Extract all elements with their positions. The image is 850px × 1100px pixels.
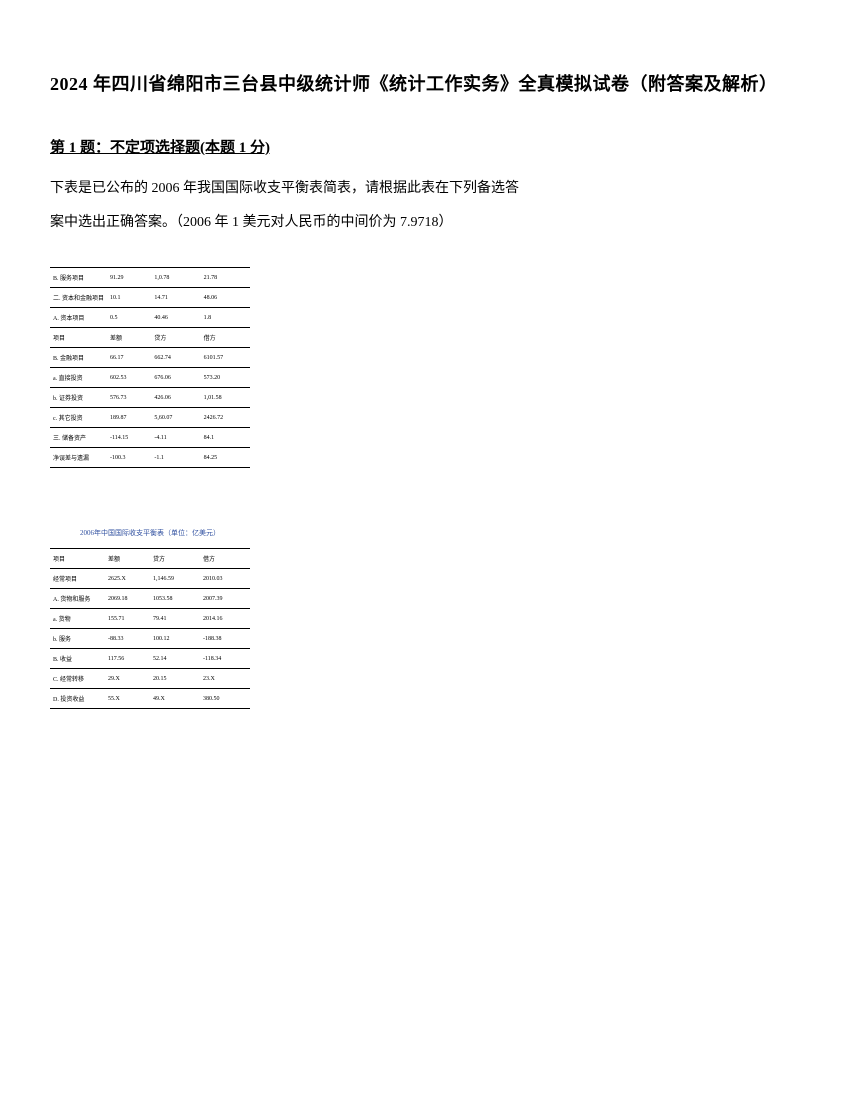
table-cell: 662.74	[151, 348, 200, 368]
table2-caption: 2006年中国国际收支平衡表（单位：亿美元）	[80, 528, 800, 538]
table-row: 二. 资本和金融项目10.114.7148.06	[50, 288, 250, 308]
table-cell: 2069.18	[105, 589, 150, 609]
table-cell: 573.20	[201, 368, 250, 388]
table-cell: 380.50	[200, 689, 250, 709]
table-cell: -4.11	[151, 428, 200, 448]
table-cell: -88.33	[105, 629, 150, 649]
table-row: B. 金融项目66.17662.746101.57	[50, 348, 250, 368]
table-row: 项目差额贷方借方	[50, 549, 250, 569]
table-cell: 借方	[201, 328, 250, 348]
table-cell: 差额	[105, 549, 150, 569]
table-cell: 差额	[107, 328, 151, 348]
table-cell: B. 收益	[50, 649, 105, 669]
table-row: 三. 储备资产-114.15-4.1184.1	[50, 428, 250, 448]
table-cell: a. 货物	[50, 609, 105, 629]
table-cell: -118.34	[200, 649, 250, 669]
table-cell: 10.1	[107, 288, 151, 308]
table-cell: 2007.39	[200, 589, 250, 609]
table-cell: 1.8	[201, 308, 250, 328]
table-row: B. 服务项目91.291,0.7821.78	[50, 268, 250, 288]
table-row: b. 服务-88.33100.12-188.38	[50, 629, 250, 649]
table-cell: 66.17	[107, 348, 151, 368]
table-cell: 项目	[50, 328, 107, 348]
table-cell: 经常项目	[50, 569, 105, 589]
table-cell: 117.56	[105, 649, 150, 669]
table-cell: 91.29	[107, 268, 151, 288]
table-cell: 14.71	[151, 288, 200, 308]
table-cell: 189.87	[107, 408, 151, 428]
table-cell: 576.73	[107, 388, 151, 408]
table-cell: -1.1	[151, 448, 200, 468]
table-cell: 2426.72	[201, 408, 250, 428]
table-cell: 20.15	[150, 669, 200, 689]
balance-table-1: B. 服务项目91.291,0.7821.78二. 资本和金融项目10.114.…	[50, 267, 250, 468]
table-cell: -114.15	[107, 428, 151, 448]
table-cell: 贷方	[150, 549, 200, 569]
table-cell: 40.46	[151, 308, 200, 328]
table-cell: -188.38	[200, 629, 250, 649]
table-cell: B. 金融项目	[50, 348, 107, 368]
table-row: D. 投资收益55.X49.X380.50	[50, 689, 250, 709]
table-cell: 2014.16	[200, 609, 250, 629]
table-row: 净误差与遗漏-100.3-1.184.25	[50, 448, 250, 468]
table-cell: 5,60.07	[151, 408, 200, 428]
table-cell: 52.14	[150, 649, 200, 669]
table-cell: D. 投资收益	[50, 689, 105, 709]
table-cell: -100.3	[107, 448, 151, 468]
table-cell: 84.1	[201, 428, 250, 448]
table-cell: 2625.X	[105, 569, 150, 589]
table-row: C. 经常转移29.X20.1523.X	[50, 669, 250, 689]
table-cell: 55.X	[105, 689, 150, 709]
table-cell: 84.25	[201, 448, 250, 468]
table-cell: A. 资本项目	[50, 308, 107, 328]
table-cell: 1053.58	[150, 589, 200, 609]
table-row: a. 直接投资602.53676.06573.20	[50, 368, 250, 388]
table-cell: 676.06	[151, 368, 200, 388]
table-cell: 155.71	[105, 609, 150, 629]
table-cell: 项目	[50, 549, 105, 569]
table-row: a. 货物155.7179.412014.16	[50, 609, 250, 629]
table-cell: 6101.57	[201, 348, 250, 368]
table-cell: 426.06	[151, 388, 200, 408]
table-cell: 二. 资本和金融项目	[50, 288, 107, 308]
table-cell: 79.41	[150, 609, 200, 629]
table-cell: 0.5	[107, 308, 151, 328]
table-cell: C. 经常转移	[50, 669, 105, 689]
table-cell: 贷方	[151, 328, 200, 348]
table-row: A. 货物和服务2069.181053.582007.39	[50, 589, 250, 609]
table-cell: c. 其它投资	[50, 408, 107, 428]
table-cell: 1,146.59	[150, 569, 200, 589]
table-cell: 602.53	[107, 368, 151, 388]
table-row: b. 证券投资576.73426.061,01.58	[50, 388, 250, 408]
table-cell: A. 货物和服务	[50, 589, 105, 609]
question-line-1: 下表是已公布的 2006 年我国国际收支平衡表简表，请根据此表在下列备选答	[50, 175, 800, 203]
question-line-2: 案中选出正确答案。（2006 年 1 美元对人民币的中间价为 7.9718）	[50, 209, 800, 237]
table-cell: B. 服务项目	[50, 268, 107, 288]
table-row: 项目差额贷方借方	[50, 328, 250, 348]
table-cell: 21.78	[201, 268, 250, 288]
table-cell: 23.X	[200, 669, 250, 689]
table-cell: 100.12	[150, 629, 200, 649]
balance-table-2: 项目差额贷方借方经常项目2625.X1,146.592010.03A. 货物和服…	[50, 548, 250, 709]
table-cell: 1,0.78	[151, 268, 200, 288]
table-cell: 29.X	[105, 669, 150, 689]
table-cell: 借方	[200, 549, 250, 569]
table-row: c. 其它投资189.875,60.072426.72	[50, 408, 250, 428]
table-row: A. 资本项目0.540.461.8	[50, 308, 250, 328]
table-cell: 1,01.58	[201, 388, 250, 408]
page-title: 2024 年四川省绵阳市三台县中级统计师《统计工作实务》全真模拟试卷（附答案及解…	[50, 70, 800, 96]
table-cell: b. 证券投资	[50, 388, 107, 408]
table-cell: 三. 储备资产	[50, 428, 107, 448]
question-header: 第 1 题：不定项选择题(本题 1 分)	[50, 136, 800, 157]
table-cell: b. 服务	[50, 629, 105, 649]
table-cell: 49.X	[150, 689, 200, 709]
table-row: B. 收益117.5652.14-118.34	[50, 649, 250, 669]
tables-container: B. 服务项目91.291,0.7821.78二. 资本和金融项目10.114.…	[50, 267, 800, 709]
table-row: 经常项目2625.X1,146.592010.03	[50, 569, 250, 589]
table-cell: 48.06	[201, 288, 250, 308]
table-cell: 2010.03	[200, 569, 250, 589]
table-cell: a. 直接投资	[50, 368, 107, 388]
table-cell: 净误差与遗漏	[50, 448, 107, 468]
